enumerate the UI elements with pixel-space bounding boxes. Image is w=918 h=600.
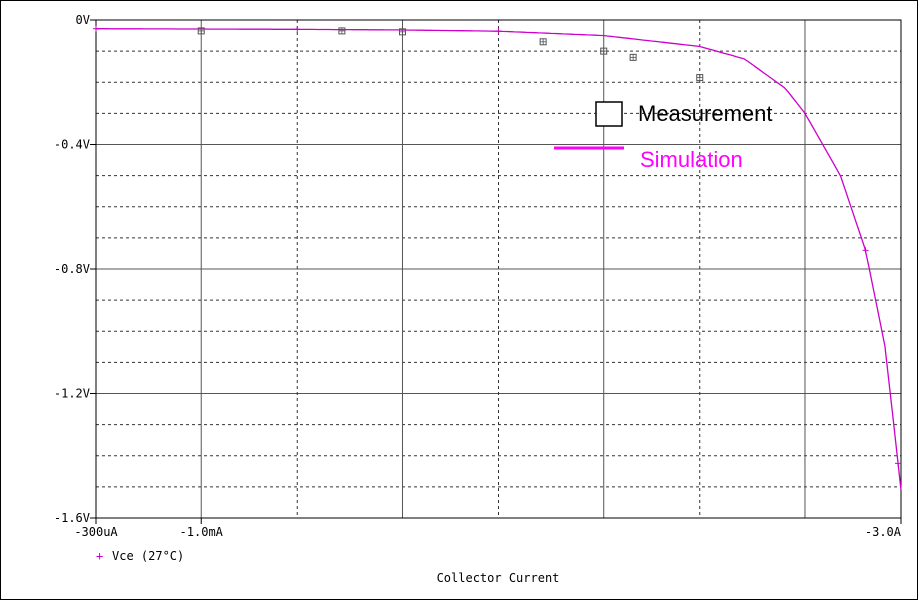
y-tick-label: -0.4V	[54, 138, 90, 152]
measurement-point	[696, 74, 704, 82]
footer-legend-label: Vce (27°C)	[112, 549, 184, 563]
measurement-point	[539, 38, 547, 46]
y-tick-label: -1.2V	[54, 387, 90, 401]
legend-simulation-label: Simulation	[640, 147, 743, 172]
measurement-point	[338, 27, 346, 35]
footer-layer: + Vce (27°C) Collector Current	[96, 549, 559, 585]
x-axis-title: Collector Current	[437, 571, 560, 585]
series-point-vce	[294, 26, 301, 33]
axis-layer: 0V -0.4V -0.8V -1.2V -1.6V-300uA -1.0mA -3.0A	[54, 13, 902, 539]
legend-layer: Measurement Simulation	[554, 101, 773, 172]
x-tick-label: -3.0A	[865, 525, 902, 539]
x-tick-label: -1.0mA	[180, 525, 224, 539]
measurement-point	[398, 28, 406, 36]
series-point-vce	[895, 460, 902, 467]
y-tick-label: -0.8V	[54, 262, 90, 276]
legend-measurement-label: Measurement	[638, 101, 773, 126]
measurement-point	[197, 27, 205, 35]
x-tick-label: -300uA	[74, 525, 118, 539]
series-point-vce	[93, 25, 99, 32]
series-point-vce	[862, 247, 869, 254]
y-tick-label: -1.6V	[54, 511, 90, 525]
series-line-vce	[96, 28, 902, 491]
y-tick-label: 0V	[76, 13, 90, 27]
footer-legend-symbol: +	[96, 549, 103, 563]
grid-layer	[96, 20, 901, 518]
measurement-point	[629, 53, 637, 61]
legend-measurement-symbol	[595, 101, 623, 127]
measurement-point	[600, 47, 608, 55]
series-layer	[93, 25, 902, 491]
series-point-vce	[495, 28, 502, 35]
